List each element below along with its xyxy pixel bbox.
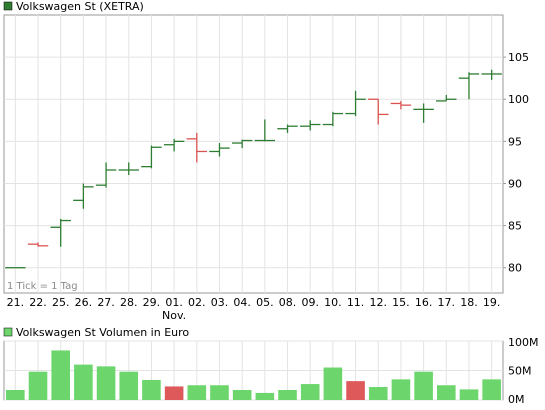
volume-y-tick-label: 0M [508,393,525,406]
date-tick-label: 05. [256,296,274,309]
volume-bar [74,364,93,400]
volume-bar [164,386,184,400]
date-tick-label: 02. [188,296,206,309]
month-label: Nov. [162,309,186,322]
volume-bar [255,392,275,400]
volume-bar [96,366,116,400]
volume-bar [187,385,207,400]
date-tick-label: 25. [52,296,70,309]
date-tick-label: 15. [392,296,410,309]
price-y-tick-label: 105 [508,51,529,64]
volume-bar [119,371,139,400]
volume-bar [28,371,48,400]
ohlc-bar [458,72,480,100]
date-tick-label: 09. [301,296,319,309]
date-tick-label: 26. [75,296,93,309]
tick-note: 1 Tick = 1 Tag [7,281,78,292]
volume-bar [51,350,71,400]
volume-chart-title: Volkswagen St Volumen in Euro [16,326,189,339]
ohlc-bar [345,90,366,117]
volume-bar [142,379,161,400]
price-y-tick-label: 95 [508,135,522,148]
date-tick-label: 19. [483,296,501,309]
ohlc-bar [118,162,139,176]
volume-bar [323,367,343,400]
date-tick-label: 28. [120,296,138,309]
volume-bar [414,371,433,400]
price-chart-title: Volkswagen St (XETRA) [16,0,144,13]
date-tick-label: 18. [460,296,478,309]
ohlc-bar [413,103,434,123]
date-tick-label: 22. [29,296,47,309]
ohlc-bar [163,138,185,152]
volume-panel: Volkswagen St Volumen in Euro 0M 50M 100M [3,326,539,406]
date-tick-label: 01. [165,296,183,309]
volume-bar [459,389,479,400]
price-panel: Volkswagen St (XETRA) 80 85 90 95 100 105 1 Tic… [3,0,529,322]
ohlc-bar [481,69,502,80]
volume-y-tick-label: 100M [508,336,539,349]
price-legend-swatch [3,1,13,11]
volume-y-tick-label: 50M [508,365,532,378]
volume-bar [300,384,320,400]
volume-bar [210,385,229,400]
ohlc-bar [277,124,298,133]
date-tick-label: 08. [279,296,297,309]
ohlc-bar [254,119,276,142]
price-y-tick-label: 90 [508,177,522,190]
date-tick-label: 29. [143,296,161,309]
ohlc-bar [436,95,457,102]
ohlc-bar [50,218,71,247]
price-y-tick-label: 100 [508,93,529,106]
volume-bar [278,389,297,400]
ohlc-bar [322,111,344,127]
ohlc-bar [27,242,49,247]
volume-bar [6,389,25,400]
date-tick-label: 17. [438,296,456,309]
date-tick-label: 10. [324,296,342,309]
ohlc-bar [209,143,230,157]
date-tick-label: 04. [233,296,251,309]
date-tick-label: 27. [97,296,115,309]
date-tick-label: 03. [211,296,229,309]
date-tick-label: 11. [347,296,365,309]
volume-bar [346,381,365,400]
ohlc-bar [73,183,94,209]
volume-bar [436,385,456,400]
ohlc-bar [95,162,117,188]
volume-bar [482,379,501,400]
price-y-tick-label: 85 [508,220,522,233]
volume-legend-swatch [3,327,13,337]
ohlc-bar [186,132,208,163]
price-y-tick-label: 80 [508,262,522,275]
ohlc-bar [299,120,321,131]
price-plot-frame [3,14,504,294]
ohlc-bar [141,145,162,169]
date-tick-label: 16. [415,296,433,309]
date-tick-label: 12. [370,296,388,309]
ohlc-bar [231,139,253,149]
ohlc-bar [368,98,389,125]
volume-bar [368,387,388,400]
ohlc-bar [390,100,412,110]
volume-bar [391,379,411,400]
volume-bar [232,389,252,400]
date-tick-label: 21. [7,296,25,309]
